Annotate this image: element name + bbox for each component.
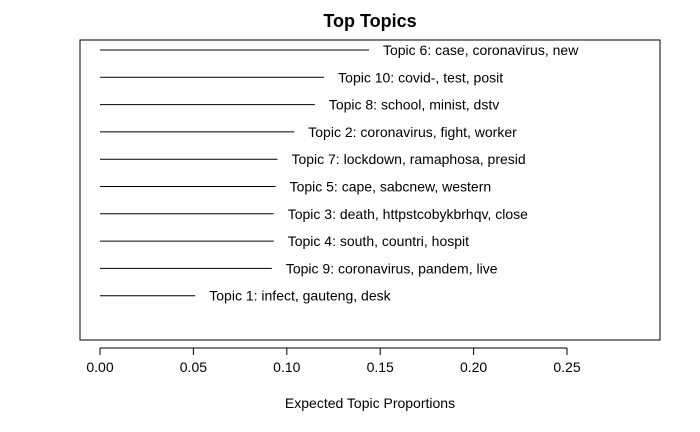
bar-label: Topic 1: infect, gauteng, desk xyxy=(209,288,391,304)
plot-frame xyxy=(79,39,661,341)
bars-group: Topic 6: case, coronavirus, new Topic 10:… xyxy=(100,42,579,304)
x-tick-label: 0.10 xyxy=(273,359,300,375)
bar-label: Topic 7: lockdown, ramaphosa, presid xyxy=(291,151,525,167)
x-axis: 0.00 0.05 0.10 0.15 0.20 0.25 xyxy=(86,347,581,375)
bar-label: Topic 9: coronavirus, pandem, live xyxy=(286,260,498,276)
bar-label: Topic 8: school, minist, dstv xyxy=(329,97,499,113)
x-tick-label: 0.15 xyxy=(367,359,394,375)
bar-label: Topic 10: covid-, test, posit xyxy=(338,69,503,85)
bar-label: Topic 5: cape, sabcnew, western xyxy=(290,179,492,195)
x-axis-label: Expected Topic Proportions xyxy=(285,395,455,411)
chart-title: Top Topics xyxy=(323,11,416,31)
x-tick-label: 0.20 xyxy=(460,359,487,375)
x-tick-label: 0.05 xyxy=(180,359,207,375)
bar-label: Topic 6: case, coronavirus, new xyxy=(383,42,579,58)
bar-label: Topic 2: coronavirus, fight, worker xyxy=(308,124,517,140)
bar-label: Topic 4: south, countri, hospit xyxy=(288,233,469,249)
x-tick-label: 0.25 xyxy=(553,359,580,375)
x-tick-label: 0.00 xyxy=(86,359,113,375)
bar-label: Topic 3: death, httpstcobykbrhqv, close xyxy=(288,206,528,222)
